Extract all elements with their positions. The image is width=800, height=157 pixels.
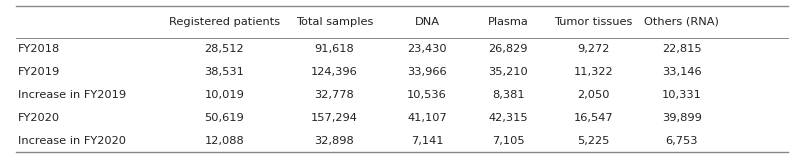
Text: Tumor tissues: Tumor tissues — [554, 17, 632, 27]
Text: 16,547: 16,547 — [574, 113, 613, 123]
Text: Total samples: Total samples — [296, 17, 373, 27]
Text: 32,898: 32,898 — [314, 136, 354, 146]
Text: FY2020: FY2020 — [18, 113, 60, 123]
Text: 38,531: 38,531 — [205, 67, 244, 77]
Text: Others (RNA): Others (RNA) — [645, 17, 719, 27]
Text: Plasma: Plasma — [488, 17, 529, 27]
Text: 22,815: 22,815 — [662, 44, 702, 54]
Text: FY2019: FY2019 — [18, 67, 60, 77]
Text: 23,430: 23,430 — [407, 44, 447, 54]
Text: 35,210: 35,210 — [488, 67, 528, 77]
Text: DNA: DNA — [414, 17, 439, 27]
Text: 12,088: 12,088 — [205, 136, 244, 146]
Text: 10,331: 10,331 — [662, 90, 702, 100]
Text: Increase in FY2020: Increase in FY2020 — [18, 136, 126, 146]
Text: 26,829: 26,829 — [488, 44, 528, 54]
Text: Registered patients: Registered patients — [169, 17, 280, 27]
Text: 2,050: 2,050 — [577, 90, 610, 100]
Text: 10,019: 10,019 — [205, 90, 244, 100]
Text: 50,619: 50,619 — [205, 113, 244, 123]
Text: 42,315: 42,315 — [488, 113, 528, 123]
Text: 5,225: 5,225 — [577, 136, 610, 146]
Text: 39,899: 39,899 — [662, 113, 702, 123]
Text: 7,105: 7,105 — [492, 136, 525, 146]
Text: 33,146: 33,146 — [662, 67, 702, 77]
Text: FY2018: FY2018 — [18, 44, 60, 54]
Text: 32,778: 32,778 — [314, 90, 354, 100]
Text: 8,381: 8,381 — [492, 90, 525, 100]
Text: 6,753: 6,753 — [666, 136, 698, 146]
Text: 33,966: 33,966 — [407, 67, 447, 77]
Text: 28,512: 28,512 — [205, 44, 244, 54]
Text: Increase in FY2019: Increase in FY2019 — [18, 90, 126, 100]
Text: 10,536: 10,536 — [407, 90, 447, 100]
Text: 41,107: 41,107 — [407, 113, 447, 123]
Text: 7,141: 7,141 — [411, 136, 443, 146]
Text: 124,396: 124,396 — [311, 67, 358, 77]
Text: 11,322: 11,322 — [574, 67, 613, 77]
Text: 9,272: 9,272 — [577, 44, 610, 54]
Text: 91,618: 91,618 — [314, 44, 354, 54]
Text: 157,294: 157,294 — [311, 113, 358, 123]
